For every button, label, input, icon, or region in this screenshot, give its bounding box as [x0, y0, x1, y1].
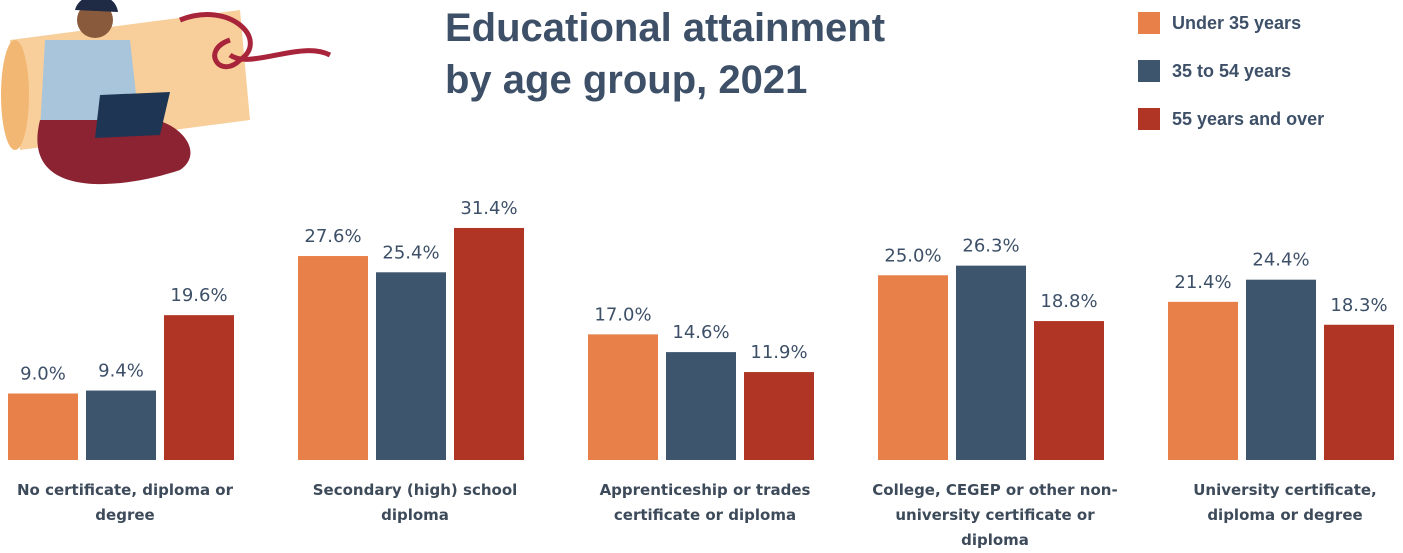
value-label: 24.4%	[1252, 250, 1309, 271]
bar	[298, 256, 368, 460]
bar	[1034, 321, 1104, 460]
x-tick-label: University certificate, diploma or degre…	[1193, 481, 1377, 524]
value-label: 14.6%	[672, 322, 729, 343]
value-label: 21.4%	[1174, 272, 1231, 293]
value-label: 27.6%	[304, 226, 361, 247]
bar	[376, 272, 446, 460]
bar	[8, 393, 78, 460]
bar	[744, 372, 814, 460]
bar	[164, 315, 234, 460]
bar	[666, 352, 736, 460]
chart-title: Educational attainment by age group, 202…	[445, 6, 886, 102]
bar	[956, 265, 1026, 460]
legend-swatch	[1138, 108, 1160, 130]
value-label: 11.9%	[750, 342, 807, 363]
x-tick-label: No certificate, diploma or degree	[17, 481, 233, 524]
legend-label: 55 years and over	[1172, 109, 1325, 129]
value-label: 25.0%	[884, 245, 941, 266]
value-label: 17.0%	[594, 304, 651, 325]
x-tick-label: College, CEGEP or other non-university c…	[872, 481, 1118, 549]
value-label: 19.6%	[170, 285, 227, 306]
legend-label: Under 35 years	[1172, 13, 1302, 33]
x-tick-label: Apprenticeship or trades certificate or …	[599, 481, 811, 524]
bar	[588, 334, 658, 460]
x-tick-label: Secondary (high) school diploma	[312, 481, 518, 524]
bar	[86, 390, 156, 460]
value-label: 9.4%	[98, 361, 144, 382]
bar	[878, 275, 948, 460]
value-label: 9.0%	[20, 363, 66, 384]
legend-swatch	[1138, 60, 1160, 82]
illustration	[1, 0, 332, 185]
bar	[1324, 324, 1394, 460]
bar	[454, 227, 524, 460]
legend-swatch	[1138, 12, 1160, 34]
bar	[1246, 279, 1316, 460]
value-label: 18.3%	[1330, 295, 1387, 316]
value-label: 18.8%	[1040, 291, 1097, 312]
bar	[1168, 301, 1238, 460]
value-label: 25.4%	[382, 242, 439, 263]
value-label: 26.3%	[962, 236, 1019, 257]
value-label: 31.4%	[460, 198, 517, 219]
legend-label: 35 to 54 years	[1172, 61, 1292, 81]
